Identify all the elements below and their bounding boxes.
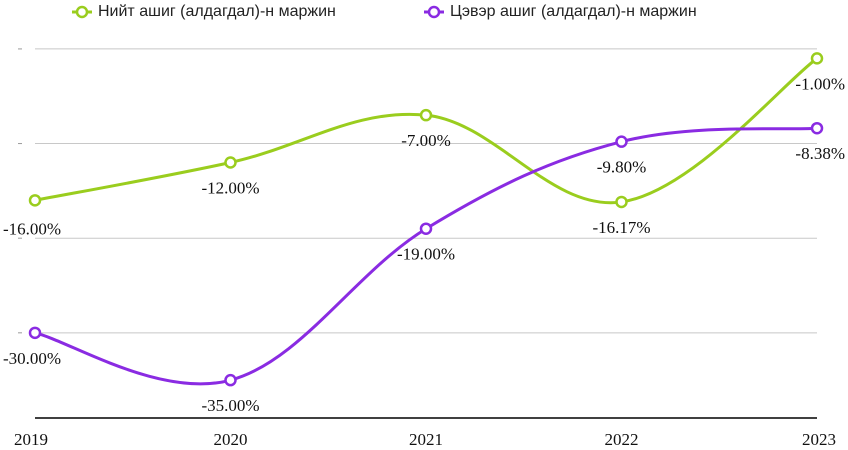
legend-label-series-1: Нийт ашиг (алдагдал)-н маржин (98, 3, 336, 20)
data-point-series-2 (615, 135, 628, 148)
x-tick-label: 2019 (14, 430, 48, 449)
data-label-series-1: -16.00% (3, 219, 61, 238)
legend-item-series-2: Цэвэр ашиг (алдагдал)-н маржин (424, 3, 697, 21)
legend-item-series-1: Нийт ашиг (алдагдал)-н маржин (72, 3, 336, 21)
legend-marker-series-2 (424, 5, 444, 19)
data-label-series-2: -19.00% (397, 245, 455, 264)
data-label-series-1: -1.00% (795, 74, 845, 93)
x-tick-label: 2020 (214, 430, 248, 449)
data-label-series-1: -16.17% (592, 218, 650, 237)
data-point-series-1 (224, 156, 237, 169)
x-tick-label: 2022 (605, 430, 639, 449)
legend: Нийт ашиг (алдагдал)-н маржин Цэвэр ашиг… (0, 3, 848, 25)
x-tick-label: 2021 (409, 430, 443, 449)
data-point-series-2 (28, 326, 42, 340)
data-point-series-1 (28, 194, 42, 207)
data-label-series-2: -35.00% (201, 396, 259, 415)
data-label-series-2: -8.38% (795, 144, 845, 163)
x-tick-label: 2023 (802, 430, 836, 449)
data-point-series-2 (419, 222, 433, 235)
data-label-series-2: -9.80% (597, 158, 647, 177)
legend-label-series-2: Цэвэр ашиг (алдагдал)-н маржин (450, 3, 697, 20)
data-point-series-1 (419, 108, 433, 122)
data-point-series-1 (615, 195, 628, 209)
data-label-series-2: -30.00% (3, 349, 61, 368)
legend-marker-series-1 (72, 5, 92, 19)
data-label-series-1: -12.00% (201, 178, 259, 197)
data-point-series-2 (810, 121, 824, 135)
data-label-series-1: -7.00% (401, 131, 451, 150)
data-point-series-2 (224, 373, 237, 387)
data-point-series-1 (810, 52, 824, 65)
